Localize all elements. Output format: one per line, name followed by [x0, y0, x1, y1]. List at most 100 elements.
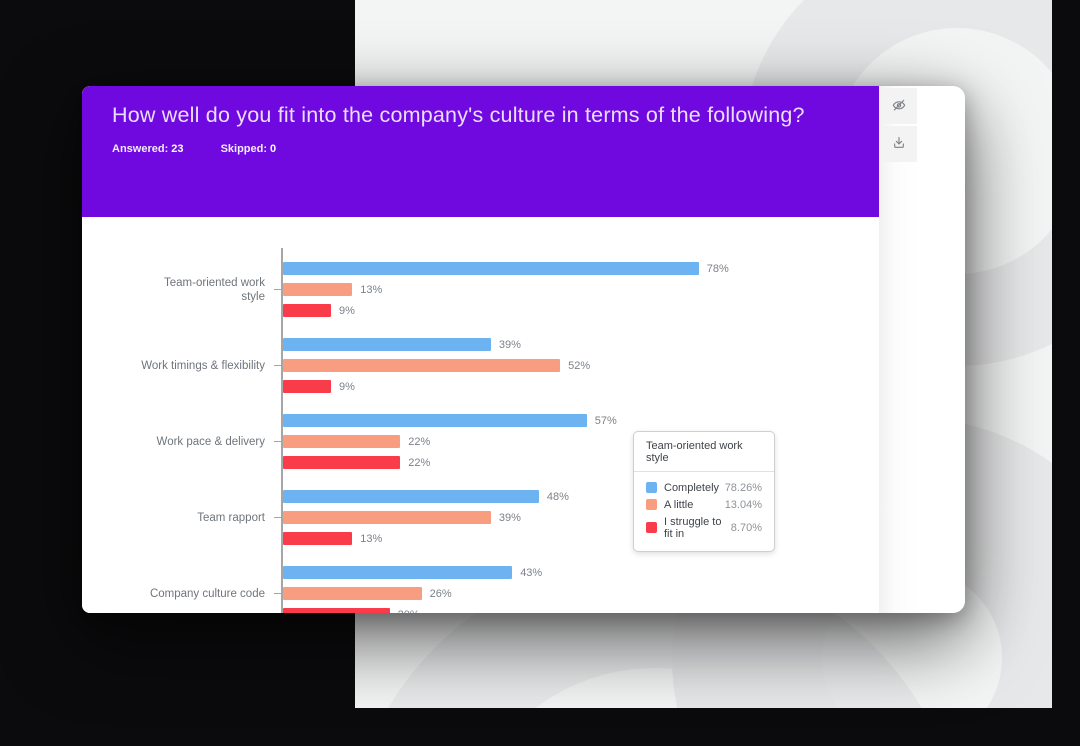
chart-category-group: Team rapport 48% 39% 13%: [82, 490, 879, 545]
question-result-card: How well do you fit into the company's c…: [82, 86, 965, 613]
category-label: Work timings & flexibility: [141, 359, 265, 372]
tooltip-row: I struggle to fit in 8.70%: [646, 513, 762, 542]
chart-bar[interactable]: [283, 587, 422, 600]
category-label: Company culture code: [149, 587, 265, 600]
answered-value: 23: [171, 143, 184, 155]
chart-bar[interactable]: [283, 359, 561, 372]
bar-value-label: 43%: [520, 566, 543, 579]
tooltip-series-value: 8.70%: [730, 521, 762, 534]
chart-bar[interactable]: [283, 566, 513, 579]
bar-row: 43%: [283, 566, 542, 579]
tooltip-series-value: 78.26%: [724, 481, 762, 494]
series-color-chip: [646, 482, 657, 493]
chart-bar[interactable]: [283, 380, 331, 393]
skipped-value: 0: [270, 143, 277, 155]
bar-set: 57% 22% 22%: [283, 414, 617, 469]
bar-row: 57%: [283, 414, 617, 427]
chart-axis: [281, 248, 283, 613]
bar-chart: Team-oriented work style 78% 13% 9% Work tim…: [82, 217, 879, 613]
skipped-label: Skipped:: [220, 143, 268, 155]
answered-stat: Answered: 23: [112, 143, 184, 155]
bar-set: 78% 13% 9%: [283, 262, 729, 317]
tooltip-rows: Completely 78.26% A little 13.04% I stru…: [634, 472, 774, 551]
bar-value-label: 13%: [360, 283, 383, 296]
question-card: How well do you fit into the company's c…: [82, 86, 879, 613]
bar-value-label: 26%: [429, 587, 452, 600]
bar-row: 48%: [283, 490, 569, 503]
bar-row: 39%: [283, 338, 590, 351]
bar-row: 39%: [283, 511, 569, 524]
chart-category-group: Team-oriented work style 78% 13% 9%: [82, 262, 879, 317]
axis-tick: [274, 441, 281, 442]
hide-results-icon: [891, 97, 907, 116]
bar-value-label: 22%: [408, 435, 431, 448]
toolbar-buttons: [881, 88, 917, 162]
side-toolbar: [879, 86, 965, 613]
bar-value-label: 52%: [568, 359, 591, 372]
series-color-chip: [646, 499, 657, 510]
category-label: Team-oriented work style: [164, 276, 265, 303]
axis-tick: [274, 593, 281, 594]
bar-value-label: 22%: [408, 456, 431, 469]
bar-value-label: 78%: [706, 262, 729, 275]
bar-value-label: 57%: [594, 414, 617, 427]
series-color-chip: [646, 522, 657, 533]
chart-category-group: Work pace & delivery 57% 22% 22%: [82, 414, 879, 469]
tooltip-title: Team-oriented work style: [634, 432, 774, 472]
chart-tooltip: Team-oriented work style Completely 78.2…: [633, 431, 775, 552]
axis-tick: [274, 289, 281, 290]
bar-value-label: 13%: [360, 532, 383, 545]
tooltip-row: Completely 78.26%: [646, 479, 762, 496]
bar-value-label: 48%: [546, 490, 569, 503]
chart-bar[interactable]: [283, 456, 401, 469]
download-button[interactable]: [881, 126, 917, 162]
tooltip-series-label: Completely: [664, 481, 720, 494]
chart-bar[interactable]: [283, 414, 587, 427]
chart-category-group: Company culture code 43% 26% 20%: [82, 566, 879, 613]
bar-value-label: 39%: [498, 338, 521, 351]
bar-set: 48% 39% 13%: [283, 490, 569, 545]
bar-value-label: 39%: [498, 511, 521, 524]
question-title: How well do you fit into the company's c…: [112, 103, 805, 127]
download-icon: [891, 135, 907, 154]
chart-bar[interactable]: [283, 435, 401, 448]
chart-bar[interactable]: [283, 490, 539, 503]
chart-bar[interactable]: [283, 338, 491, 351]
tooltip-row: A little 13.04%: [646, 496, 762, 513]
bar-set: 43% 26% 20%: [283, 566, 542, 613]
response-stats: Answered: 23 Skipped: 0: [112, 143, 849, 155]
bar-row: 52%: [283, 359, 590, 372]
tooltip-series-label: I struggle to fit in: [664, 515, 722, 540]
chart-category-group: Work timings & flexibility 39% 52% 9%: [82, 338, 879, 393]
chart-bar[interactable]: [283, 511, 491, 524]
tooltip-series-label: A little: [664, 498, 694, 511]
category-label: Work pace & delivery: [156, 435, 265, 448]
bar-row: 78%: [283, 262, 729, 275]
axis-tick: [274, 365, 281, 366]
answered-label: Answered:: [112, 143, 169, 155]
bar-row: 9%: [283, 304, 729, 317]
category-label: Team rapport: [197, 511, 265, 524]
chart-bar[interactable]: [283, 608, 390, 613]
hide-results-button[interactable]: [881, 88, 917, 124]
bar-row: 22%: [283, 456, 617, 469]
chart-bar[interactable]: [283, 283, 353, 296]
chart-bar[interactable]: [283, 262, 699, 275]
bar-row: 22%: [283, 435, 617, 448]
chart-plot: Team-oriented work style 78% 13% 9% Work tim…: [82, 262, 879, 613]
axis-tick: [274, 517, 281, 518]
bar-row: 13%: [283, 283, 729, 296]
skipped-stat: Skipped: 0: [221, 143, 277, 155]
chart-bar[interactable]: [283, 304, 331, 317]
tooltip-series-value: 13.04%: [724, 498, 762, 511]
bar-value-label: 9%: [338, 304, 355, 317]
bar-row: 9%: [283, 380, 590, 393]
bar-row: 26%: [283, 587, 542, 600]
bar-row: 20%: [283, 608, 542, 613]
bar-row: 13%: [283, 532, 569, 545]
bar-set: 39% 52% 9%: [283, 338, 590, 393]
bar-value-label: 20%: [398, 609, 420, 614]
bar-value-label: 9%: [338, 380, 355, 393]
question-header: How well do you fit into the company's c…: [82, 86, 879, 217]
chart-bar[interactable]: [283, 532, 353, 545]
